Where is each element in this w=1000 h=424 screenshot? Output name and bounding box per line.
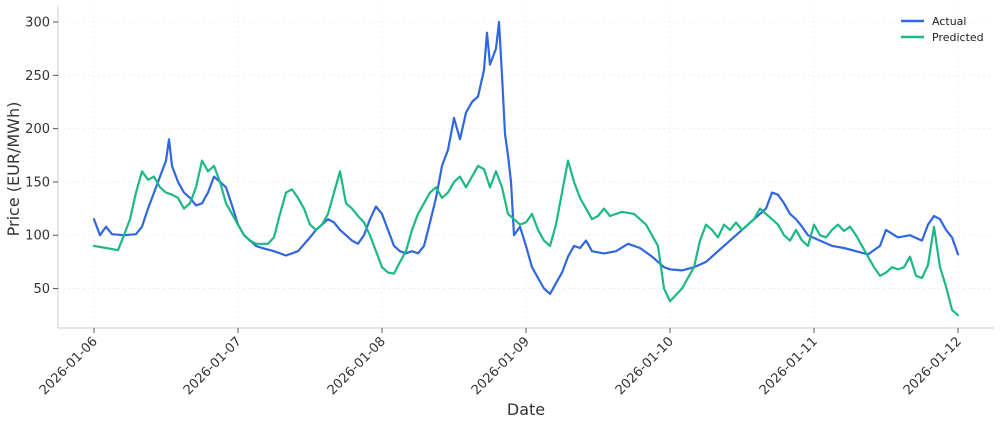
- y-tick-label: 150: [25, 175, 50, 190]
- x-tick-label: 2026-01-09: [469, 334, 533, 398]
- y-tick-label: 100: [25, 229, 50, 244]
- y-tick-label: 200: [25, 122, 50, 137]
- legend-label-actual: Actual: [932, 15, 966, 28]
- x-axis-ticks: 2026-01-06 2026-01-07 2026-01-08 2026-01-09…: [37, 328, 965, 398]
- y-tick-label: 250: [25, 69, 50, 84]
- grid: [58, 6, 994, 328]
- y-axis-label: Price (EUR/MWh): [4, 102, 23, 237]
- y-tick-label: 50: [33, 282, 50, 297]
- y-tick-label: 300: [25, 15, 50, 30]
- x-tick-label: 2026-01-10: [613, 334, 677, 398]
- legend: Actual Predicted: [901, 15, 984, 44]
- y-axis-ticks: 50 100 150 200 250 300: [25, 15, 58, 297]
- series-lines: [92, 20, 960, 317]
- x-tick-label: 2026-01-07: [181, 334, 245, 398]
- x-axis-label: Date: [507, 400, 545, 419]
- x-tick-label: 2026-01-08: [325, 334, 389, 398]
- x-tick-label: 2026-01-11: [757, 334, 821, 398]
- legend-label-predicted: Predicted: [932, 31, 984, 44]
- x-tick-label: 2026-01-12: [901, 334, 965, 398]
- x-tick-label: 2026-01-06: [37, 334, 101, 398]
- series-line-predicted: [92, 159, 960, 317]
